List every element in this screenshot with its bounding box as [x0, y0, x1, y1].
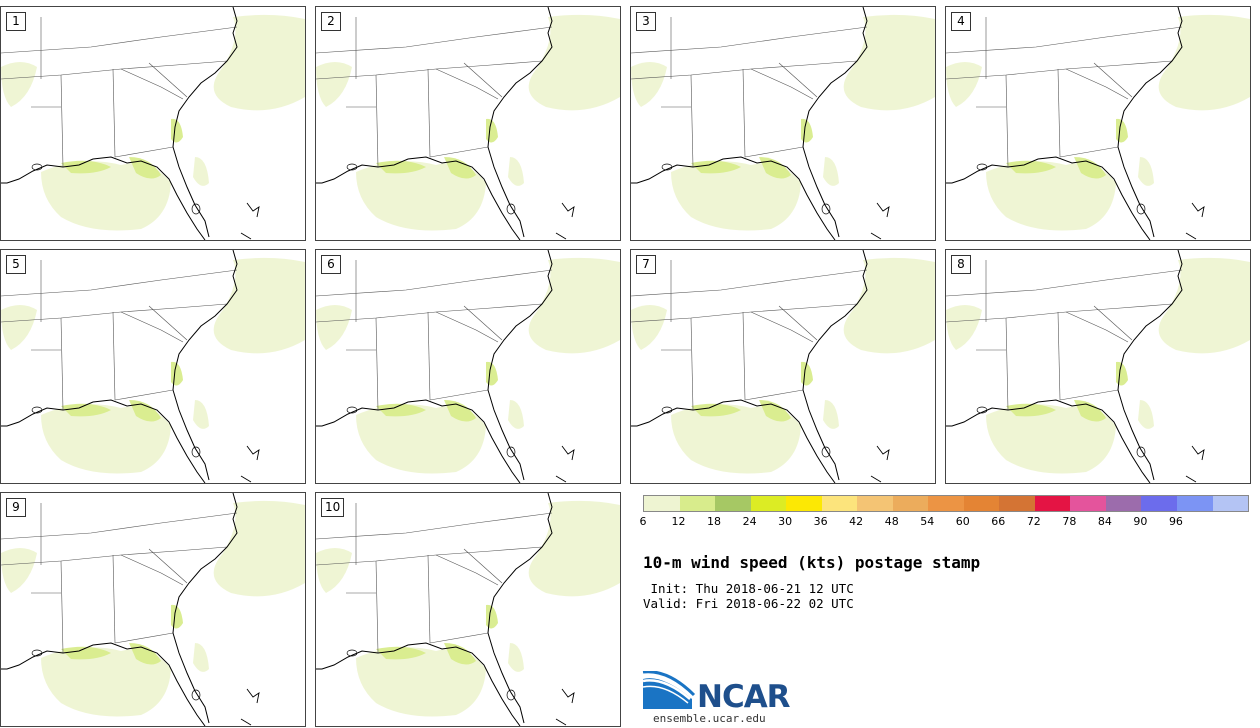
colorbar-tick: 12: [671, 515, 686, 528]
wind-speed-map: [316, 493, 620, 726]
member-label: 3: [636, 12, 656, 31]
wind-speed-map: [316, 250, 620, 483]
colorbar-tick: 60: [955, 515, 970, 528]
ncar-logo-text: NCAR: [697, 679, 791, 715]
ensemble-member-panel-8: 8: [945, 249, 1251, 484]
member-label: 10: [321, 498, 345, 517]
ensemble-member-panel-6: 6: [315, 249, 621, 484]
logo-url: ensemble.ucar.edu: [653, 712, 766, 725]
member-label: 7: [636, 255, 656, 274]
colorbar-swatch: [786, 496, 822, 511]
colorbar-tick: 48: [884, 515, 899, 528]
valid-time: Valid: Fri 2018-06-22 02 UTC: [643, 596, 854, 611]
ensemble-member-panel-2: 2: [315, 6, 621, 241]
member-label: 2: [321, 12, 341, 31]
colorbar-swatch: [1034, 496, 1071, 511]
colorbar-swatch: [1105, 496, 1142, 511]
colorbar-swatch: [1070, 496, 1106, 511]
colorbar-tick: 18: [707, 515, 722, 528]
colorbar-tick: 72: [1026, 515, 1041, 528]
wind-speed-map: [631, 250, 935, 483]
colorbar-tick: 84: [1097, 515, 1112, 528]
colorbar-swatch: [999, 496, 1035, 511]
member-label: 1: [6, 12, 26, 31]
wind-speed-map: [1, 7, 305, 240]
product-title: 10-m wind speed (kts) postage stamp: [643, 553, 981, 572]
colorbar-tick: 90: [1133, 515, 1148, 528]
wind-speed-map: [1, 250, 305, 483]
colorbar-swatch: [892, 496, 929, 511]
ensemble-member-panel-7: 7: [630, 249, 936, 484]
wind-speed-map: [946, 7, 1250, 240]
colorbar-swatch: [821, 496, 858, 511]
colorbar-swatch: [928, 496, 964, 511]
wind-speed-map: [946, 250, 1250, 483]
colorbar-swatch: [963, 496, 1000, 511]
ncar-logo-icon: [642, 671, 696, 709]
colorbar-swatch: [679, 496, 716, 511]
colorbar-tick: 6: [639, 515, 647, 528]
colorbar-tick: 96: [1168, 515, 1183, 528]
colorbar-tick: 30: [778, 515, 793, 528]
ensemble-member-panel-3: 3: [630, 6, 936, 241]
wind-speed-map: [631, 7, 935, 240]
colorbar-swatch: [644, 496, 680, 511]
member-label: 6: [321, 255, 341, 274]
colorbar-tick: 66: [991, 515, 1006, 528]
ensemble-member-panel-1: 1: [0, 6, 306, 241]
colorbar-swatch: [715, 496, 751, 511]
colorbar-tick: 36: [813, 515, 828, 528]
ensemble-member-panel-4: 4: [945, 6, 1251, 241]
colorbar-swatch: [1141, 496, 1177, 511]
colorbar-tick: 24: [742, 515, 757, 528]
wind-speed-map: [316, 7, 620, 240]
member-label: 8: [951, 255, 971, 274]
member-label: 4: [951, 12, 971, 31]
colorbar-tick: 78: [1062, 515, 1077, 528]
colorbar-tick: 54: [920, 515, 935, 528]
member-label: 5: [6, 255, 26, 274]
ensemble-member-panel-5: 5: [0, 249, 306, 484]
colorbar-swatch: [750, 496, 787, 511]
colorbar-tick-labels: 6 12 18 24 30 36 42 48 54 60 66 72 78 84 90 96: [639, 515, 1247, 529]
colorbar-swatch: [1212, 496, 1249, 511]
wind-speed-colorbar: [643, 495, 1249, 512]
ensemble-member-panel-10: 10: [315, 492, 621, 727]
wind-speed-map: [1, 493, 305, 726]
init-time: Init: Thu 2018-06-21 12 UTC: [643, 581, 854, 596]
colorbar-swatch: [1176, 496, 1213, 511]
member-label: 9: [6, 498, 26, 517]
colorbar-tick: 42: [849, 515, 864, 528]
ensemble-member-panel-9: 9: [0, 492, 306, 727]
colorbar-swatch: [857, 496, 893, 511]
